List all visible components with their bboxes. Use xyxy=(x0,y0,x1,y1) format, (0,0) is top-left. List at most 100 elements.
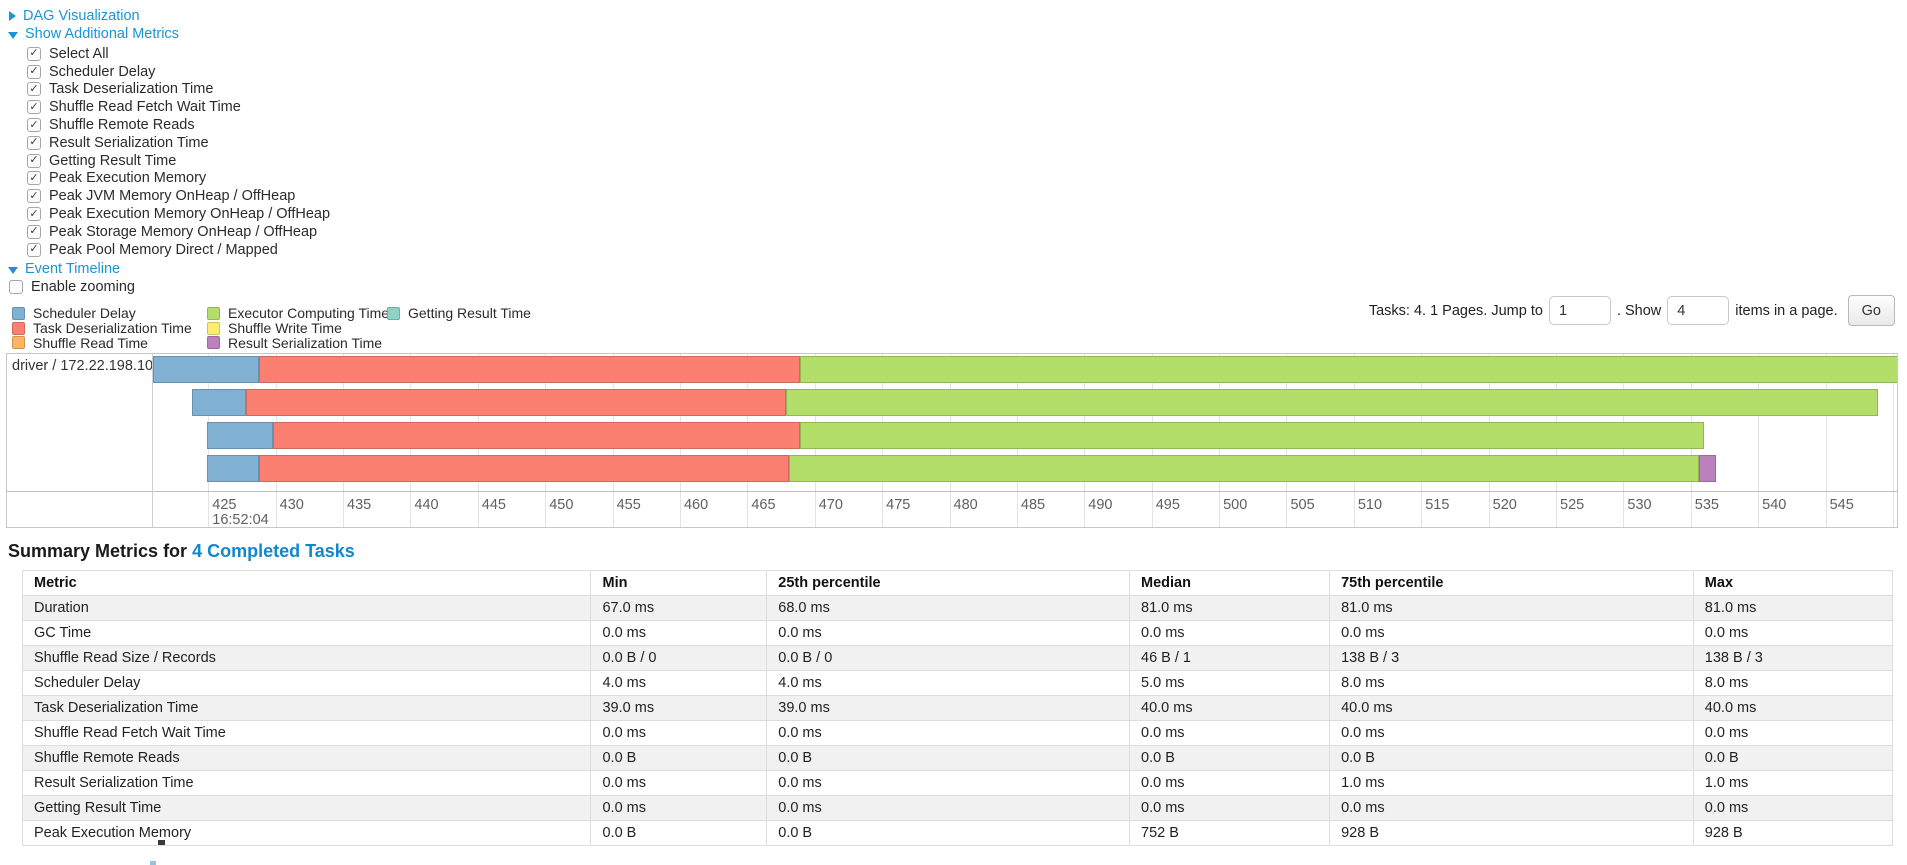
table-cell: 4.0 ms xyxy=(590,670,768,696)
task-bar-segment-executor-computing[interactable] xyxy=(789,455,1699,482)
task-bar-segment-task-deserialization[interactable] xyxy=(272,422,800,449)
table-row: Task Deserialization Time 39.0 ms 39.0 ms 4… xyxy=(21,695,1894,721)
task-bar-segment-scheduler-delay[interactable] xyxy=(206,422,273,449)
table-row: Shuffle Read Fetch Wait Time 0.0 ms 0.0 ms… xyxy=(21,720,1894,746)
table-cell: 0.0 ms xyxy=(766,720,1131,746)
task-bar-segment-scheduler-delay[interactable] xyxy=(192,389,246,416)
axis-tick-label: 455 xyxy=(616,497,641,513)
table-cell: 928 B xyxy=(1329,820,1694,846)
table-cell: 0.0 ms xyxy=(766,770,1131,796)
metric-checkbox-row[interactable]: ✓ Peak Execution Memory OnHeap / OffHeap xyxy=(27,205,330,223)
metric-checkbox-row[interactable]: ✓ Peak JVM Memory OnHeap / OffHeap xyxy=(27,187,330,205)
metric-checkbox-row[interactable]: ✓ Shuffle Remote Reads xyxy=(27,116,330,134)
metric-checkbox[interactable]: ✓ xyxy=(27,118,41,133)
axis-tick-label: 460 xyxy=(683,497,709,513)
table-cell: 1.0 ms xyxy=(1692,770,1894,796)
table-cell: 0.0 ms xyxy=(590,720,768,746)
expanded-arrow-icon xyxy=(8,31,18,39)
metric-checkbox[interactable]: ✓ xyxy=(27,82,41,97)
items-per-page-label: items in a page. xyxy=(1735,302,1838,319)
metric-checkbox[interactable]: ✓ xyxy=(27,207,41,222)
axis-tick-label: 505 xyxy=(1290,497,1315,513)
column-header: Median xyxy=(1129,570,1331,596)
table-cell: 0.0 ms xyxy=(590,620,768,646)
go-button[interactable]: Go xyxy=(1847,295,1895,326)
axis-tick-label: 490 xyxy=(1088,497,1113,513)
timeline-plot-area: 425 16:52:04 430 435 440 445 450 455 460 465 470 47… xyxy=(153,354,1897,527)
enable-zooming-checkbox[interactable] xyxy=(9,280,23,294)
metric-checkbox-label: Select All xyxy=(49,45,109,62)
metric-checkbox-row[interactable]: ✓ Task Deserialization Time xyxy=(27,81,330,99)
task-bar-segment-executor-computing[interactable] xyxy=(799,422,1705,449)
metric-checkbox[interactable]: ✓ xyxy=(27,46,41,61)
dag-visualization-link[interactable]: DAG Visualization xyxy=(23,8,140,24)
table-cell: 752 B xyxy=(1129,820,1331,846)
metric-checkbox-label: Scheduler Delay xyxy=(49,63,156,80)
table-cell: 0.0 ms xyxy=(1692,795,1894,821)
task-bar-segment-task-deserialization[interactable] xyxy=(245,389,787,416)
metric-checkbox[interactable]: ✓ xyxy=(27,242,41,257)
metric-checkbox-row[interactable]: ✓ Peak Pool Memory Direct / Mapped xyxy=(27,241,330,259)
show-additional-metrics-toggle[interactable]: Show Additional Metrics xyxy=(8,26,179,42)
metric-checkbox[interactable]: ✓ xyxy=(27,189,41,204)
table-row: Shuffle Read Size / Records 0.0 B / 0 0.0 … xyxy=(21,645,1894,671)
task-pagination: Tasks: 4. 1 Pages. Jump to . Show items … xyxy=(1369,295,1895,326)
metric-checkbox[interactable]: ✓ xyxy=(27,171,41,186)
axis-tick-label: 435 xyxy=(347,497,372,513)
jump-to-page-input[interactable] xyxy=(1548,296,1611,325)
metric-checkbox[interactable]: ✓ xyxy=(27,135,41,150)
task-bar-segment-scheduler-delay[interactable] xyxy=(206,455,260,482)
show-additional-metrics-link[interactable]: Show Additional Metrics xyxy=(25,26,179,42)
getting-result-swatch-icon xyxy=(387,306,400,320)
table-cell: 67.0 ms xyxy=(590,595,768,621)
table-cell: 0.0 ms xyxy=(1129,720,1331,746)
axis-tick-label: 510 xyxy=(1357,497,1383,513)
task-bar-segment-task-deserialization[interactable] xyxy=(259,356,800,383)
table-cell: Result Serialization Time xyxy=(21,770,592,796)
metric-checkbox[interactable]: ✓ xyxy=(27,224,41,239)
metric-checkbox-row[interactable]: ✓ Getting Result Time xyxy=(27,152,330,170)
event-timeline-link[interactable]: Event Timeline xyxy=(25,261,121,277)
metric-checkbox[interactable]: ✓ xyxy=(27,153,41,168)
metric-checkbox-row[interactable]: ✓ Shuffle Read Fetch Wait Time xyxy=(27,98,330,116)
table-cell: 0.0 ms xyxy=(1692,620,1894,646)
table-cell: Peak Execution Memory xyxy=(21,820,592,846)
task-bar-segment-executor-computing[interactable] xyxy=(786,389,1879,416)
metric-checkbox-row[interactable]: ✓ Select All xyxy=(27,45,330,63)
metric-checkbox-row[interactable]: ✓ Peak Storage Memory OnHeap / OffHeap xyxy=(27,223,330,241)
metric-checkbox-row[interactable]: ✓ Result Serialization Time xyxy=(27,134,330,152)
event-timeline-chart: 425 16:52:04 430 435 440 445 450 455 460 465 470 47… xyxy=(6,353,1898,528)
metric-checkbox[interactable]: ✓ xyxy=(27,100,41,115)
task-bar-segment-executor-computing[interactable] xyxy=(799,356,1897,383)
table-cell: 81.0 ms xyxy=(1692,595,1894,621)
legend-item: Getting Result Time xyxy=(387,305,547,321)
metric-checkbox-label: Shuffle Remote Reads xyxy=(49,117,195,134)
axis-tick-label: 440 xyxy=(414,497,439,513)
table-cell: 0.0 B xyxy=(590,820,768,846)
axis-tick-label: 480 xyxy=(953,497,978,513)
metric-checkbox-row[interactable]: ✓ Scheduler Delay xyxy=(27,63,330,81)
axis-tick-label: 525 xyxy=(1560,497,1585,513)
tasks-count-text: Tasks: 4. 1 Pages. Jump to xyxy=(1368,302,1543,319)
axis-tick-label: 450 xyxy=(549,497,574,513)
legend-item: Task Deserialization Time xyxy=(12,320,207,336)
event-timeline-toggle[interactable]: Event Timeline xyxy=(8,261,120,277)
enable-zooming-control[interactable]: Enable zooming xyxy=(9,279,135,295)
task-bar-segment-scheduler-delay[interactable] xyxy=(153,356,260,383)
metric-checkbox[interactable]: ✓ xyxy=(27,64,41,79)
legend-label: Scheduler Delay xyxy=(33,305,136,322)
table-cell: 40.0 ms xyxy=(1692,695,1894,721)
completed-tasks-link[interactable]: 4 Completed Tasks xyxy=(192,541,355,561)
task-bar-segment-task-deserialization[interactable] xyxy=(259,455,790,482)
metric-checkbox-row[interactable]: ✓ Peak Execution Memory xyxy=(27,170,330,188)
timeline-executor-column: driver / 172.22.198.104 xyxy=(7,354,153,527)
table-row: Scheduler Delay 4.0 ms 4.0 ms 5.0 ms 8.0 ms 8… xyxy=(21,670,1894,696)
dag-visualization-toggle[interactable]: DAG Visualization xyxy=(9,8,140,24)
executor-computing-swatch-icon xyxy=(207,306,220,320)
summary-title-prefix: Summary Metrics for xyxy=(8,541,193,561)
axis-tick-label: 465 xyxy=(751,497,776,513)
task-bar-segment-result-serialization[interactable] xyxy=(1698,455,1717,482)
table-cell: 40.0 ms xyxy=(1129,695,1331,721)
items-per-page-input[interactable] xyxy=(1667,296,1730,325)
